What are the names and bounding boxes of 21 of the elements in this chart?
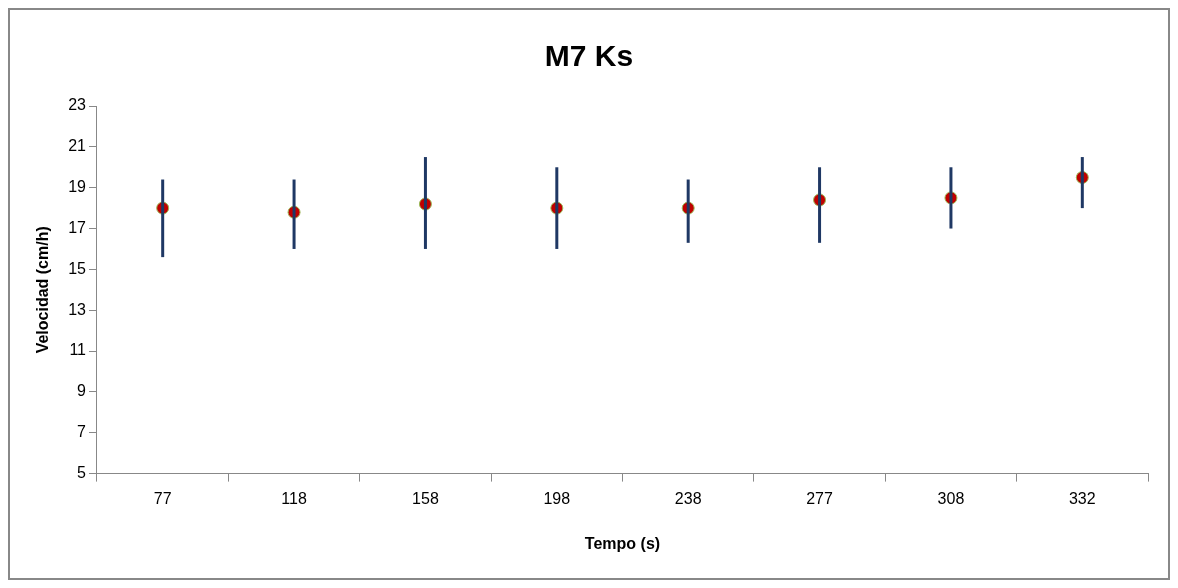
y-tick-label: 5: [77, 464, 87, 482]
y-tick-label: 19: [68, 178, 87, 196]
y-tick-label: 9: [77, 382, 87, 400]
x-tick-label: 77: [153, 489, 172, 507]
x-axis-title: Tempo (s): [584, 534, 661, 552]
y-tick-label: 13: [68, 300, 87, 318]
y-tick-label: 15: [68, 259, 87, 277]
x-tick-label: 158: [412, 489, 439, 507]
x-tick-label: 118: [281, 489, 307, 507]
x-tick-label: 238: [674, 489, 702, 507]
y-tick-label: 7: [77, 423, 87, 441]
y-tick-label: 17: [68, 218, 87, 236]
x-tick-label: 308: [937, 489, 965, 507]
y-tick-label: 23: [68, 96, 87, 114]
chart-title: M7 Ks: [544, 39, 634, 73]
x-tick-label: 198: [543, 489, 571, 507]
y-axis-title: Velocidad (cm/h): [34, 226, 52, 354]
x-tick-label: 277: [806, 489, 834, 507]
y-tick-label: 21: [68, 137, 87, 155]
x-tick-label: 332: [1068, 489, 1096, 507]
y-tick-label: 11: [69, 341, 87, 359]
